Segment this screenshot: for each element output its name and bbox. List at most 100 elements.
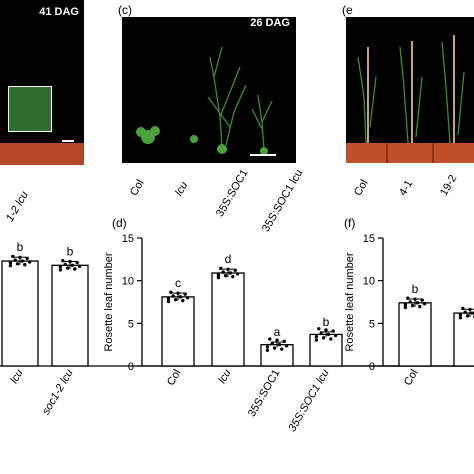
data-point xyxy=(406,296,410,300)
data-point xyxy=(410,303,415,308)
data-point xyxy=(314,338,319,342)
y-tick-label: 5 xyxy=(369,318,375,330)
data-point xyxy=(333,333,338,338)
data-point xyxy=(282,339,286,343)
data-point xyxy=(408,300,412,304)
data-point xyxy=(8,263,13,268)
data-point xyxy=(166,299,171,304)
significance-letter: b xyxy=(67,244,74,258)
plant-drawing xyxy=(346,35,474,163)
data-point xyxy=(331,329,335,333)
data-point xyxy=(458,313,463,317)
data-point xyxy=(277,342,282,347)
data-point xyxy=(73,267,77,271)
data-point xyxy=(183,292,187,296)
data-point xyxy=(15,262,20,266)
bar xyxy=(211,272,245,367)
data-point xyxy=(171,294,175,298)
category-label: 35S:SOC1 xyxy=(246,368,283,420)
dag-label: 26 DAG xyxy=(250,17,290,29)
data-point xyxy=(68,259,72,264)
data-point xyxy=(25,256,29,260)
data-point xyxy=(75,260,79,265)
y-tick-label: 15 xyxy=(363,233,375,245)
panel-c-photo: 26 DAG xyxy=(122,17,296,163)
data-point xyxy=(27,260,32,264)
y-tick-label: 0 xyxy=(369,361,375,373)
data-point xyxy=(403,302,408,307)
data-point xyxy=(270,341,274,346)
data-point xyxy=(461,306,465,311)
data-point xyxy=(403,305,408,310)
significance-letter: b xyxy=(17,240,24,254)
data-point xyxy=(284,344,289,348)
bar xyxy=(51,264,89,367)
data-point xyxy=(280,347,284,351)
significance-letter: a xyxy=(274,325,281,339)
data-point xyxy=(468,307,472,312)
data-point xyxy=(13,258,17,262)
category-label: lcu xyxy=(216,368,233,386)
data-point xyxy=(329,337,333,341)
data-point xyxy=(233,268,237,272)
data-point xyxy=(166,297,171,301)
bar xyxy=(309,333,343,367)
category-label: 35S:SOC1 lcu xyxy=(286,368,331,434)
data-point xyxy=(169,290,173,294)
data-point xyxy=(226,267,230,272)
data-point xyxy=(173,297,178,302)
data-point xyxy=(20,259,25,263)
data-point xyxy=(61,258,65,263)
data-point xyxy=(223,274,228,278)
data-point xyxy=(219,266,223,271)
data-point xyxy=(413,297,417,301)
panel-c-photo-label: 35S:SOC1 xyxy=(214,167,251,219)
data-point xyxy=(185,296,190,300)
bar xyxy=(453,312,474,367)
panel-c-photo-label: 35S:SOC1 lcu xyxy=(260,167,306,234)
data-point xyxy=(324,328,328,332)
y-tick-label: 15 xyxy=(122,233,134,245)
data-point xyxy=(18,255,22,260)
data-point xyxy=(265,348,270,352)
panel-b-photo: 41 DAG xyxy=(0,0,84,165)
data-point xyxy=(228,271,233,275)
panel-c-photo-label: lcu xyxy=(173,179,191,198)
panel-e-photo-label: 19-2 xyxy=(438,172,460,198)
data-point xyxy=(216,275,221,280)
data-point xyxy=(317,327,321,331)
significance-letter: d xyxy=(225,252,232,266)
bar xyxy=(260,344,294,367)
scale-bar xyxy=(62,140,74,142)
y-tick-label: 5 xyxy=(128,318,134,330)
panel-f-letter: (f) xyxy=(344,216,356,230)
data-point xyxy=(65,266,70,270)
data-point xyxy=(275,338,279,342)
category-label: Col xyxy=(165,368,184,388)
data-point xyxy=(58,265,63,269)
data-point xyxy=(8,261,13,265)
dag-label: 41 DAG xyxy=(39,6,79,18)
data-point xyxy=(70,263,75,268)
data-point xyxy=(458,316,463,320)
data-point xyxy=(178,295,183,299)
plant-drawing xyxy=(136,46,276,156)
panel-e-letter: (e xyxy=(342,3,353,17)
data-point xyxy=(422,302,427,306)
bar xyxy=(1,260,39,367)
data-point xyxy=(272,346,277,350)
y-tick-label: 0 xyxy=(128,361,134,373)
data-point xyxy=(77,264,82,268)
pot xyxy=(0,143,84,165)
data-point xyxy=(420,298,424,302)
data-point xyxy=(181,298,185,303)
panel-c-photo-label: Col xyxy=(128,177,147,198)
significance-letter: c xyxy=(175,276,181,290)
data-point xyxy=(23,263,27,267)
data-point xyxy=(314,334,319,339)
data-point xyxy=(216,273,221,277)
data-point xyxy=(265,345,270,349)
leaf-inset xyxy=(8,86,52,132)
panel-d-letter: (d) xyxy=(112,216,127,230)
data-point xyxy=(465,314,470,318)
